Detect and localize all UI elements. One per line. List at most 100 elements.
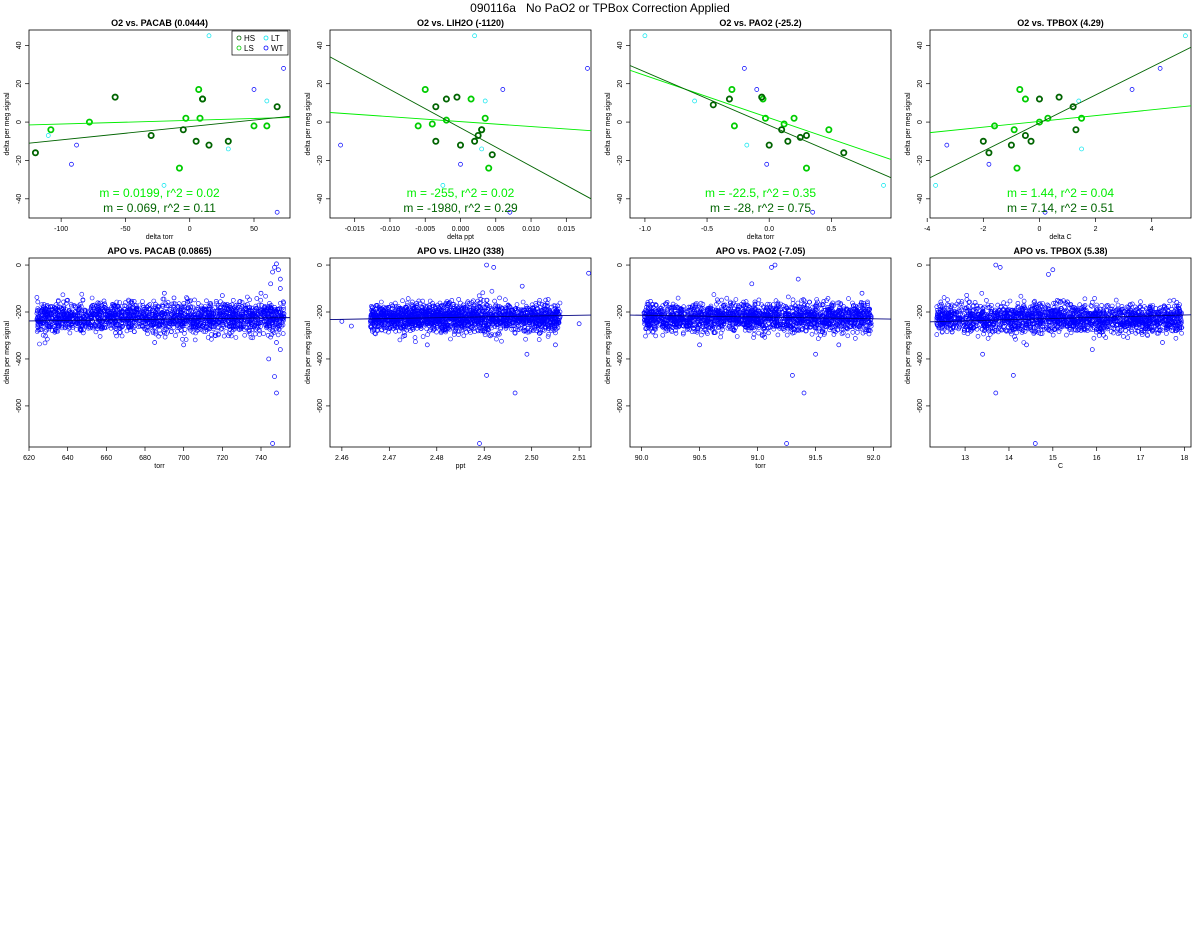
- data-point: [545, 334, 551, 339]
- x-axis-label: delta C: [1049, 234, 1071, 241]
- data-point: [81, 319, 87, 324]
- data-point: [187, 299, 192, 304]
- data-point: [461, 322, 467, 327]
- data-point: [390, 310, 396, 316]
- data-point: [233, 335, 239, 340]
- data-point: [256, 302, 262, 308]
- data-point-ls: [467, 95, 475, 103]
- data-point: [276, 323, 282, 328]
- data-point: [109, 321, 115, 327]
- data-point-ls: [175, 164, 183, 172]
- data-point: [202, 307, 207, 312]
- plot-frame: [629, 29, 892, 219]
- y-tick-label: -400: [16, 352, 23, 366]
- data-point-hs: [1035, 95, 1043, 103]
- data-point: [480, 328, 486, 334]
- y-tick-label: 0: [317, 263, 324, 267]
- data-point: [64, 300, 69, 306]
- data-point: [49, 315, 55, 321]
- data-point: [865, 299, 870, 305]
- data-point: [193, 308, 198, 314]
- data-point: [127, 306, 133, 312]
- data-point: [507, 304, 513, 310]
- data-point: [114, 333, 119, 339]
- data-point: [60, 292, 66, 298]
- data-point: [503, 318, 509, 323]
- data-point-wt: [585, 66, 590, 71]
- data-point: [92, 324, 97, 329]
- x-tick-label: 700: [178, 455, 190, 462]
- data-point: [118, 314, 124, 319]
- data-point: [77, 307, 82, 313]
- data-point: [216, 324, 221, 330]
- data-point: [510, 319, 516, 325]
- data-point: [88, 304, 94, 310]
- data-point: [432, 320, 437, 325]
- data-point: [388, 315, 394, 321]
- data-point-wt: [171, 295, 177, 301]
- data-point: [435, 311, 441, 317]
- data-point: [447, 305, 453, 311]
- data-point-ls: [1021, 95, 1029, 103]
- legend-marker-lt: [263, 35, 269, 41]
- x-axis-label: delta torr: [146, 234, 174, 241]
- data-point: [226, 323, 231, 329]
- data-point: [128, 299, 134, 305]
- x-tick-label: 92.0: [867, 455, 881, 462]
- data-point-wt: [507, 209, 513, 215]
- data-point: [227, 331, 233, 336]
- data-point: [79, 323, 84, 329]
- data-point-hs: [1055, 93, 1063, 101]
- data-point: [156, 322, 161, 328]
- data-point: [247, 297, 252, 303]
- data-point-hs: [1007, 141, 1015, 149]
- data-point: [458, 322, 464, 328]
- data-point: [422, 312, 428, 317]
- data-point-wt: [281, 66, 286, 71]
- data-point: [38, 327, 44, 332]
- data-point: [478, 322, 484, 328]
- data-point-hs: [442, 95, 450, 103]
- data-point: [134, 308, 139, 313]
- data-point: [117, 300, 122, 305]
- data-point: [440, 305, 446, 311]
- data-point-hs: [488, 151, 496, 159]
- data-point: [108, 325, 114, 331]
- data-point: [239, 299, 245, 305]
- data-point: [383, 317, 388, 322]
- data-point: [70, 313, 75, 319]
- x-tick-label: 90.5: [693, 455, 707, 462]
- panel-title: O2 vs. LIH2O (-1120): [417, 18, 504, 28]
- data-point: [215, 319, 221, 324]
- fit-line: [930, 105, 1191, 134]
- data-point: [36, 314, 42, 320]
- data-point: [405, 307, 410, 313]
- data-point: [865, 303, 870, 308]
- data-point: [150, 322, 155, 328]
- point-cloud: [34, 291, 287, 347]
- data-point: [436, 307, 441, 313]
- data-point: [510, 320, 516, 326]
- y-tick-label: -40: [917, 194, 924, 204]
- data-point: [809, 331, 815, 337]
- data-point: [794, 327, 800, 332]
- data-point: [405, 312, 411, 317]
- data-point: [233, 303, 238, 309]
- data-point: [151, 298, 157, 304]
- data-point: [66, 314, 71, 320]
- data-point: [494, 322, 499, 327]
- y-tick-label: 0: [617, 263, 624, 267]
- x-tick-label: -0.005: [415, 226, 435, 233]
- data-point: [281, 300, 287, 306]
- data-point: [137, 302, 143, 308]
- data-point: [434, 325, 440, 330]
- data-point: [471, 303, 477, 309]
- data-point: [557, 300, 563, 306]
- data-point-wt: [277, 276, 283, 282]
- data-point: [46, 326, 52, 332]
- data-point: [127, 324, 132, 330]
- x-tick-label: 4: [1150, 226, 1154, 233]
- data-point-lt: [1079, 146, 1084, 152]
- data-point: [211, 319, 216, 325]
- data-point: [520, 299, 526, 305]
